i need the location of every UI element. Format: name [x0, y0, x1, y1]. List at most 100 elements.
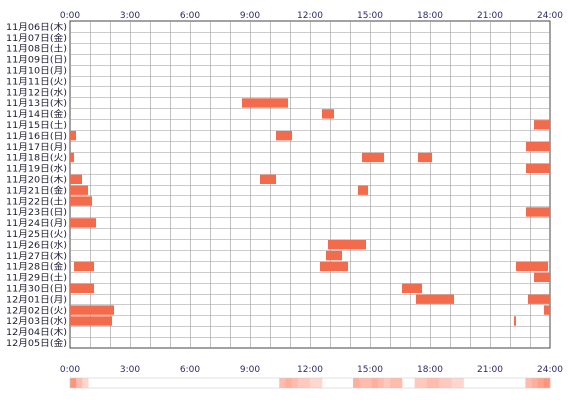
summary-cell — [537, 378, 545, 388]
x-tick-label-top: 15:00 — [357, 11, 383, 21]
activity-bar — [516, 261, 548, 272]
summary-cell — [334, 378, 342, 388]
x-tick-label-bottom: 9:00 — [240, 365, 260, 375]
x-tick-label-top: 0:00 — [60, 11, 80, 21]
summary-cell — [316, 378, 323, 388]
summary-cell — [303, 378, 311, 388]
x-tick-label-top: 18:00 — [417, 11, 443, 21]
activity-bar — [70, 316, 112, 326]
activity-bar — [418, 152, 432, 163]
activity-bar — [70, 185, 88, 195]
row-label: 11月19日(水) — [6, 163, 67, 175]
activity-bar — [402, 283, 422, 293]
activity-bar — [70, 152, 74, 163]
activity-bar — [326, 250, 342, 261]
summary-cell — [310, 378, 317, 388]
summary-cell — [531, 378, 538, 388]
summary-cell — [180, 378, 188, 388]
summary-cell — [457, 378, 465, 388]
summary-cell — [500, 378, 508, 388]
plot-background — [69, 20, 551, 349]
summary-cell — [340, 378, 348, 388]
summary-cell — [519, 378, 526, 388]
plot-frame — [69, 20, 551, 349]
summary-cell — [150, 378, 157, 388]
summary-cell — [254, 378, 262, 388]
activity-bar — [320, 261, 348, 272]
activity-bar — [276, 131, 292, 141]
summary-cell — [291, 378, 298, 388]
summary-cell — [205, 378, 212, 388]
summary-cell — [162, 378, 169, 388]
row-label: 11月30日(日) — [6, 284, 67, 295]
row-label: 12月02日(火) — [6, 305, 67, 316]
row-label: 11月26日(水) — [6, 239, 67, 251]
activity-bar — [544, 305, 550, 315]
summary-cell — [137, 378, 145, 388]
summary-cell — [199, 378, 206, 388]
row-label: 11月24日(月) — [6, 218, 67, 229]
activity-bar — [528, 294, 550, 304]
row-label: 11月17日(月) — [6, 142, 67, 153]
summary-cell — [125, 378, 132, 388]
summary-cell — [463, 378, 471, 388]
summary-cell — [488, 378, 495, 388]
summary-cell — [297, 378, 305, 388]
x-tick-label-top: 12:00 — [297, 11, 323, 21]
x-tick-labels: 0:00 0:00 3:00 3:00 6:00 6:00 9:00 9:00 12:00 12:… — [60, 11, 563, 375]
activity-bar — [416, 294, 454, 304]
summary-cell — [433, 378, 440, 388]
activity-bar — [526, 207, 550, 217]
activity-bar — [70, 131, 76, 141]
summary-cell — [82, 378, 89, 388]
summary-cell — [451, 378, 458, 388]
activity-bar — [534, 272, 550, 283]
summary-cell — [113, 378, 120, 388]
row-label: 11月14日(金) — [6, 108, 67, 120]
x-tick-label-top: 21:00 — [477, 11, 503, 21]
summary-cell — [242, 378, 249, 388]
summary-cell — [168, 378, 175, 388]
summary-cell — [119, 378, 126, 388]
summary-cell — [346, 378, 354, 388]
row-label: 11月12日(水) — [6, 86, 67, 98]
row-label: 12月01日(月) — [6, 294, 67, 305]
summary-cell — [513, 378, 520, 388]
x-tick-label-bottom: 24:00 — [537, 365, 563, 375]
x-tick-label-top: 3:00 — [120, 11, 140, 21]
summary-cell — [525, 378, 532, 388]
summary-cell — [377, 378, 385, 388]
x-tick-label-bottom: 0:00 — [60, 365, 80, 375]
summary-cell — [285, 378, 292, 388]
x-tick-label-top: 6:00 — [180, 11, 200, 21]
row-label: 11月15日(土) — [6, 119, 67, 131]
activity-bars — [70, 98, 550, 326]
summary-cell — [236, 378, 243, 388]
activity-bar — [242, 98, 288, 108]
summary-cell — [482, 378, 489, 388]
row-label: 11月13日(木) — [6, 97, 67, 109]
activity-bar — [70, 283, 94, 293]
row-label: 11月07日(金) — [6, 32, 67, 44]
summary-cell — [131, 378, 138, 388]
summary-cell — [506, 378, 514, 388]
summary-cell — [383, 378, 391, 388]
activity-bar — [322, 109, 334, 119]
row-label: 11月06日(木) — [6, 21, 67, 33]
x-tick-label-bottom: 3:00 — [120, 365, 140, 375]
summary-strip — [69, 377, 551, 389]
x-tick-label-bottom: 12:00 — [297, 365, 323, 375]
summary-cell — [94, 378, 102, 388]
summary-cell — [248, 378, 255, 388]
row-label: 11月16日(日) — [6, 131, 67, 142]
activity-bar — [70, 218, 96, 228]
summary-cell — [494, 378, 502, 388]
row-label: 11月22日(土) — [6, 195, 67, 207]
row-label: 11月23日(日) — [6, 207, 67, 218]
summary-cell — [70, 378, 77, 388]
x-tick-label-top: 9:00 — [240, 11, 260, 21]
activity-bar — [358, 185, 368, 195]
activity-bar — [328, 240, 366, 250]
summary-cell — [211, 378, 218, 388]
